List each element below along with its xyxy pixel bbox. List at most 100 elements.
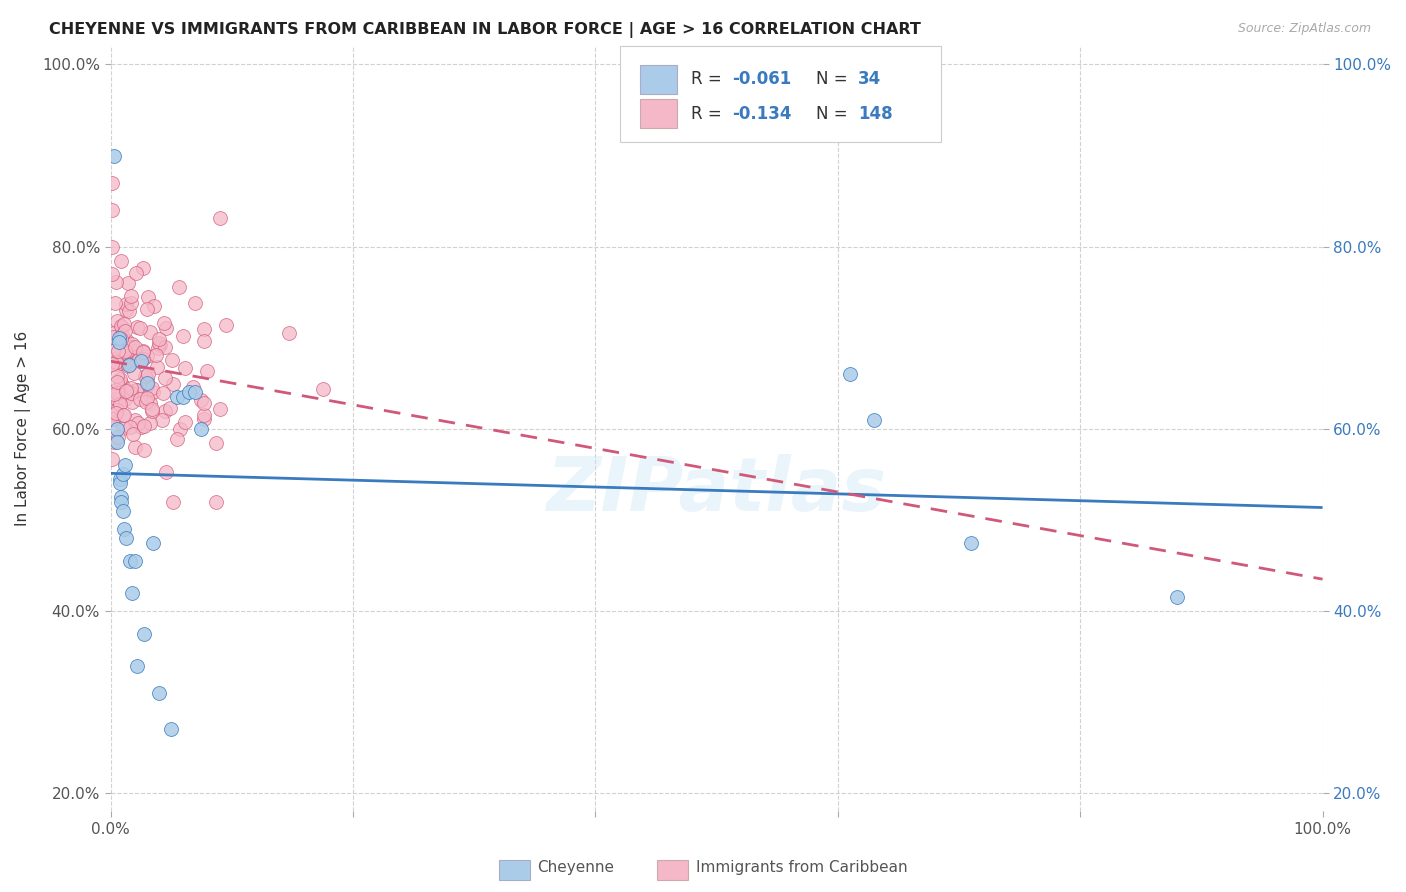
Point [131, 351, 153, 366]
Point [103, 434, 125, 449]
Point [155, 465, 177, 479]
Point [112, 317, 135, 331]
Point [124, 440, 146, 454]
Point [108, 335, 131, 350]
Point [110, 472, 132, 486]
Point [105, 314, 128, 328]
Point [127, 658, 149, 673]
Point [162, 376, 184, 391]
Text: 34: 34 [859, 70, 882, 88]
Point [153, 370, 176, 384]
Point [114, 392, 136, 406]
Point [101, 267, 124, 281]
Point [141, 404, 163, 418]
Point [135, 349, 157, 363]
Point [197, 364, 219, 378]
Point [190, 422, 212, 436]
Point [108, 372, 131, 386]
Point [312, 382, 335, 396]
Point [205, 494, 228, 508]
Point [117, 276, 139, 290]
Point [148, 686, 170, 700]
Point [138, 396, 160, 410]
Point [115, 356, 138, 370]
Point [117, 334, 139, 348]
FancyBboxPatch shape [640, 99, 676, 128]
Point [110, 476, 132, 491]
Point [114, 324, 136, 338]
Point [101, 330, 124, 344]
Point [131, 419, 153, 434]
Point [108, 397, 131, 411]
Point [146, 359, 169, 374]
Point [115, 346, 138, 360]
Point [121, 395, 143, 409]
Text: -0.061: -0.061 [733, 70, 792, 88]
FancyBboxPatch shape [640, 64, 676, 94]
Point [193, 411, 215, 425]
Point [111, 421, 134, 435]
Point [139, 325, 162, 339]
Point [960, 535, 983, 549]
Point [132, 442, 155, 457]
Point [136, 367, 159, 381]
Point [105, 403, 128, 417]
Point [208, 401, 231, 416]
Point [120, 357, 142, 371]
Point [122, 349, 145, 363]
Point [105, 422, 128, 436]
Point [129, 392, 152, 407]
Point [863, 413, 886, 427]
Point [159, 401, 181, 415]
Point [146, 342, 169, 356]
Point [193, 408, 215, 422]
Point [169, 422, 191, 436]
Point [167, 279, 190, 293]
Point [117, 304, 139, 318]
Point [131, 261, 153, 276]
Point [153, 316, 176, 330]
Point [118, 358, 141, 372]
Point [193, 322, 215, 336]
Point [129, 320, 152, 334]
Point [134, 369, 156, 384]
Point [105, 275, 128, 289]
Point [125, 383, 148, 397]
Point [120, 385, 142, 400]
Point [110, 376, 132, 390]
Point [120, 289, 142, 303]
Point [190, 392, 212, 407]
Point [173, 415, 195, 429]
Text: R =: R = [692, 70, 727, 88]
Point [215, 318, 238, 332]
Point [193, 334, 215, 348]
Point [129, 348, 152, 362]
Point [124, 412, 146, 426]
Point [105, 435, 128, 450]
Point [155, 321, 177, 335]
Point [135, 378, 157, 392]
Point [111, 504, 134, 518]
Point [184, 385, 207, 400]
Point [114, 297, 136, 311]
Point [184, 296, 207, 310]
Point [138, 417, 160, 431]
Point [121, 586, 143, 600]
Point [150, 413, 173, 427]
Point [136, 392, 159, 406]
Point [142, 299, 165, 313]
Point [110, 318, 132, 333]
Point [838, 367, 860, 381]
Point [103, 386, 125, 401]
Point [136, 290, 159, 304]
Point [145, 348, 167, 362]
Point [110, 494, 132, 508]
Point [153, 404, 176, 418]
Point [110, 254, 132, 268]
Point [110, 333, 132, 347]
Point [111, 378, 134, 392]
Point [111, 408, 134, 422]
FancyBboxPatch shape [620, 46, 941, 142]
Point [141, 402, 163, 417]
Point [117, 383, 139, 397]
